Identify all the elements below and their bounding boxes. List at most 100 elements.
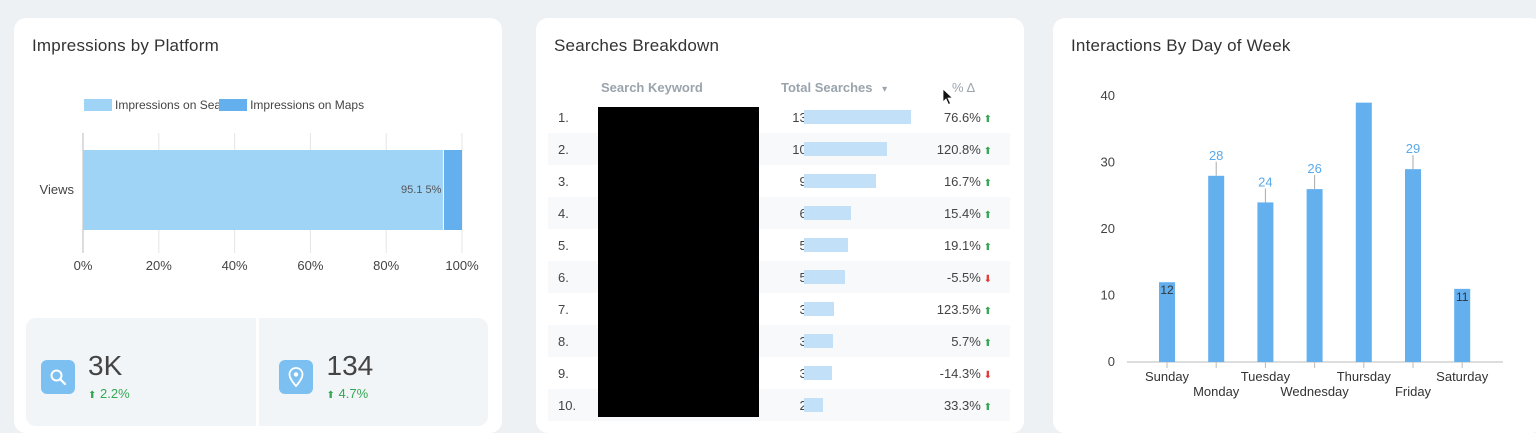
legend-swatch-maps <box>219 99 248 111</box>
row-bar <box>804 270 845 284</box>
kpi-search-delta: ⬆ 2.2% <box>88 386 130 401</box>
row-delta: 15.4% ⬆ <box>944 206 992 221</box>
impressions-title: Impressions by Platform <box>32 36 219 55</box>
row-delta-value: 33.3% <box>943 398 981 413</box>
row-bar <box>804 110 911 124</box>
bar-friday[interactable] <box>1405 169 1421 362</box>
table-row[interactable]: 3.9116.7% ⬆ <box>548 165 1010 197</box>
row-index: 4. <box>558 206 569 221</box>
header-total-searches-label: Total Searches <box>781 80 873 95</box>
row-index: 2. <box>558 142 569 157</box>
x-tick-label: Saturday <box>1436 369 1489 384</box>
row-bar <box>804 398 823 412</box>
header-delta[interactable]: % Δ <box>952 80 976 95</box>
x-tick-label: Tuesday <box>1241 369 1291 384</box>
row-delta: 5.7% ⬆ <box>951 334 992 349</box>
row-bar <box>804 142 888 156</box>
bar-thursday[interactable] <box>1355 102 1372 363</box>
y-tick-label: 30 <box>1101 155 1115 170</box>
interactions-title: Interactions By Day of Week <box>1071 36 1291 55</box>
kpi-maps: 134 ⬆ 4.7% <box>258 318 488 426</box>
x-tick-label: 80% <box>373 258 399 273</box>
table-row[interactable]: 9.36-14.3% ⬇ <box>548 357 1010 389</box>
y-tick-label: 0 <box>1108 354 1115 369</box>
y-tick-label: 40 <box>1101 88 1115 103</box>
impressions-card: Impressions by Platform Impressions on S… <box>14 18 502 433</box>
bar-data-label: 11 <box>1456 290 1469 304</box>
row-delta-value: 123.5% <box>936 302 981 317</box>
table-row[interactable]: 5.5619.1% ⬆ <box>548 229 1010 261</box>
legend-label-search: Impressions on Sear <box>115 98 226 112</box>
row-delta: 33.3% ⬆ <box>944 398 992 413</box>
legend-swatch-search <box>84 99 112 111</box>
bar-data-label: 29 <box>1406 141 1420 156</box>
row-index: 7. <box>558 302 569 317</box>
legend-label-maps: Impressions on Maps <box>250 98 365 112</box>
arrow-up-icon: ⬆ <box>980 210 992 221</box>
x-tick-label: 0% <box>74 258 93 273</box>
map-pin-icon <box>278 360 313 394</box>
arrow-up-icon: ⬆ <box>980 242 992 253</box>
row-delta: 120.8% ⬆ <box>937 142 992 157</box>
x-tick-label: 60% <box>297 258 323 273</box>
row-index: 9. <box>558 366 569 381</box>
row-index: 6. <box>558 270 569 285</box>
arrow-up-icon: ⬆ <box>980 114 992 125</box>
row-delta: 19.1% ⬆ <box>944 238 992 253</box>
header-total-searches[interactable]: Total Searches ▾ <box>781 80 887 95</box>
x-tick-label: Sunday <box>1145 369 1190 384</box>
row-bar <box>804 238 849 252</box>
bar-monday[interactable] <box>1208 175 1225 362</box>
row-index: 5. <box>558 238 569 253</box>
kpi-row: 3K ⬆ 2.2% 134 ⬆ 4.7% <box>26 318 488 426</box>
kpi-search-delta-value: 2.2% <box>100 386 130 401</box>
kpi-maps-delta-value: 4.7% <box>338 386 369 401</box>
bar-data-label: 26 <box>1307 161 1321 176</box>
y-tick-label: 10 <box>1101 288 1115 303</box>
row-index: 10. <box>558 398 577 413</box>
interactions-card: Interactions By Day of Week 0 10 20 30 40 Sun… <box>1053 18 1536 433</box>
x-tick-label: Friday <box>1395 384 1432 399</box>
kpi-maps-delta: ⬆ 4.7% <box>327 386 369 401</box>
bar-data-label: 95.1 5% <box>401 184 442 196</box>
row-delta-value: 15.4% <box>943 206 981 221</box>
bar-segment-search[interactable] <box>83 150 444 230</box>
row-delta-value: -14.3% <box>939 366 981 381</box>
row-index: 1. <box>558 110 569 125</box>
legend-item-search[interactable]: Impressions on Sear <box>84 98 225 112</box>
legend-item-maps[interactable]: Impressions on Maps <box>219 98 364 112</box>
bar-wednesday[interactable] <box>1306 189 1323 362</box>
x-tick-label: 40% <box>222 258 248 273</box>
searches-card: Searches Breakdown Search Keyword Total … <box>536 18 1024 433</box>
bar-data-label: 24 <box>1258 174 1272 189</box>
arrow-up-icon: ⬆ <box>88 390 97 401</box>
row-delta: -14.3% ⬇ <box>940 366 992 381</box>
interactions-chart: 0 10 20 30 40 Sunday 12 Monday 28 Tuesday 24 Wednes… <box>1101 88 1503 399</box>
table-row[interactable]: 7.38123.5% ⬆ <box>548 293 1010 325</box>
row-delta-value: 76.6% <box>943 110 981 125</box>
table-row[interactable]: 1.13676.6% ⬆ <box>548 101 1010 133</box>
header-search-keyword[interactable]: Search Keyword <box>601 80 703 95</box>
bar-segment-maps[interactable] <box>443 150 462 230</box>
bar-saturday[interactable] <box>1454 288 1471 362</box>
mouse-cursor-icon <box>942 88 954 106</box>
bar-data-label: 12 <box>1160 283 1174 297</box>
row-index: 8. <box>558 334 569 349</box>
row-delta-value: 5.7% <box>951 334 981 349</box>
kpi-search: 3K ⬆ 2.2% <box>26 318 256 426</box>
kpi-maps-value: 134 <box>326 350 374 381</box>
x-tick-label: Thursday <box>1337 369 1392 384</box>
arrow-down-icon: ⬇ <box>980 274 992 285</box>
arrow-up-icon: ⬆ <box>980 306 992 317</box>
row-bar <box>804 366 833 380</box>
bar-sunday[interactable] <box>1159 282 1175 362</box>
impressions-legend: Impressions on Sear Impressions on Maps <box>84 98 366 112</box>
search-icon <box>41 360 75 394</box>
row-delta: 16.7% ⬆ <box>944 174 992 189</box>
arrow-up-icon: ⬆ <box>980 402 992 413</box>
arrow-up-icon: ⬆ <box>980 178 992 189</box>
bar-tuesday[interactable] <box>1257 202 1274 362</box>
arrow-up-icon: ⬆ <box>980 338 992 349</box>
row-delta-value: 19.1% <box>943 238 981 253</box>
row-delta-value: 120.8% <box>936 142 981 157</box>
